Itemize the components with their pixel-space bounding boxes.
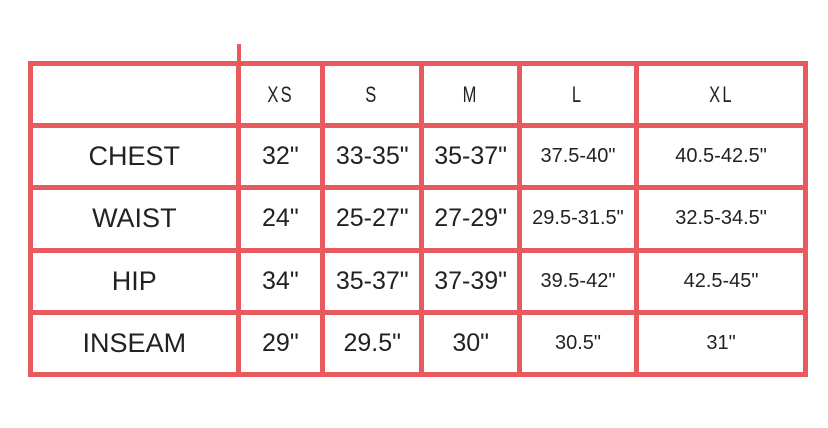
size-chart-table: XS S M L XL CHEST 32" 33-35" 35-37" 37.5-40" 40.5-…: [28, 61, 808, 377]
header-corner-cell: [33, 66, 236, 124]
header-label: S: [365, 81, 379, 107]
header-label: XL: [708, 81, 734, 107]
size-value-cell: 40.5-42.5": [639, 128, 803, 186]
size-value-cell: 29": [240, 314, 321, 372]
size-value-cell: 25-27": [325, 190, 420, 248]
size-value-cell: 27-29": [424, 190, 517, 248]
size-value-cell: 39.5-42": [521, 252, 635, 310]
size-value-cell: 32": [240, 128, 321, 186]
header-cell-xs: XS: [240, 66, 321, 124]
size-value-cell: 42.5-45": [639, 252, 803, 310]
divider-line: [237, 44, 241, 64]
size-value-cell: 34": [240, 252, 321, 310]
size-value-cell: 35-37": [424, 128, 517, 186]
size-value-cell: 30": [424, 314, 517, 372]
header-label: XS: [267, 81, 294, 107]
size-value-cell: 30.5": [521, 314, 635, 372]
row-label-waist: WAIST: [33, 190, 236, 248]
row-label-hip: HIP: [33, 252, 236, 310]
row-label-inseam: INSEAM: [33, 314, 236, 372]
size-value-cell: 29.5": [325, 314, 420, 372]
header-cell-xl: XL: [639, 66, 803, 124]
header-cell-m: M: [424, 66, 517, 124]
size-value-cell: 37-39": [424, 252, 517, 310]
row-label-chest: CHEST: [33, 128, 236, 186]
size-value-cell: 24": [240, 190, 321, 248]
size-value-cell: 37.5-40": [521, 128, 635, 186]
size-value-cell: 33-35": [325, 128, 420, 186]
size-value-cell: 32.5-34.5": [639, 190, 803, 248]
header-cell-l: L: [521, 66, 635, 124]
header-label: L: [572, 81, 584, 107]
size-value-cell: 31": [639, 314, 803, 372]
header-label: M: [462, 81, 479, 107]
size-value-cell: 29.5-31.5": [521, 190, 635, 248]
header-cell-s: S: [325, 66, 420, 124]
size-value-cell: 35-37": [325, 252, 420, 310]
